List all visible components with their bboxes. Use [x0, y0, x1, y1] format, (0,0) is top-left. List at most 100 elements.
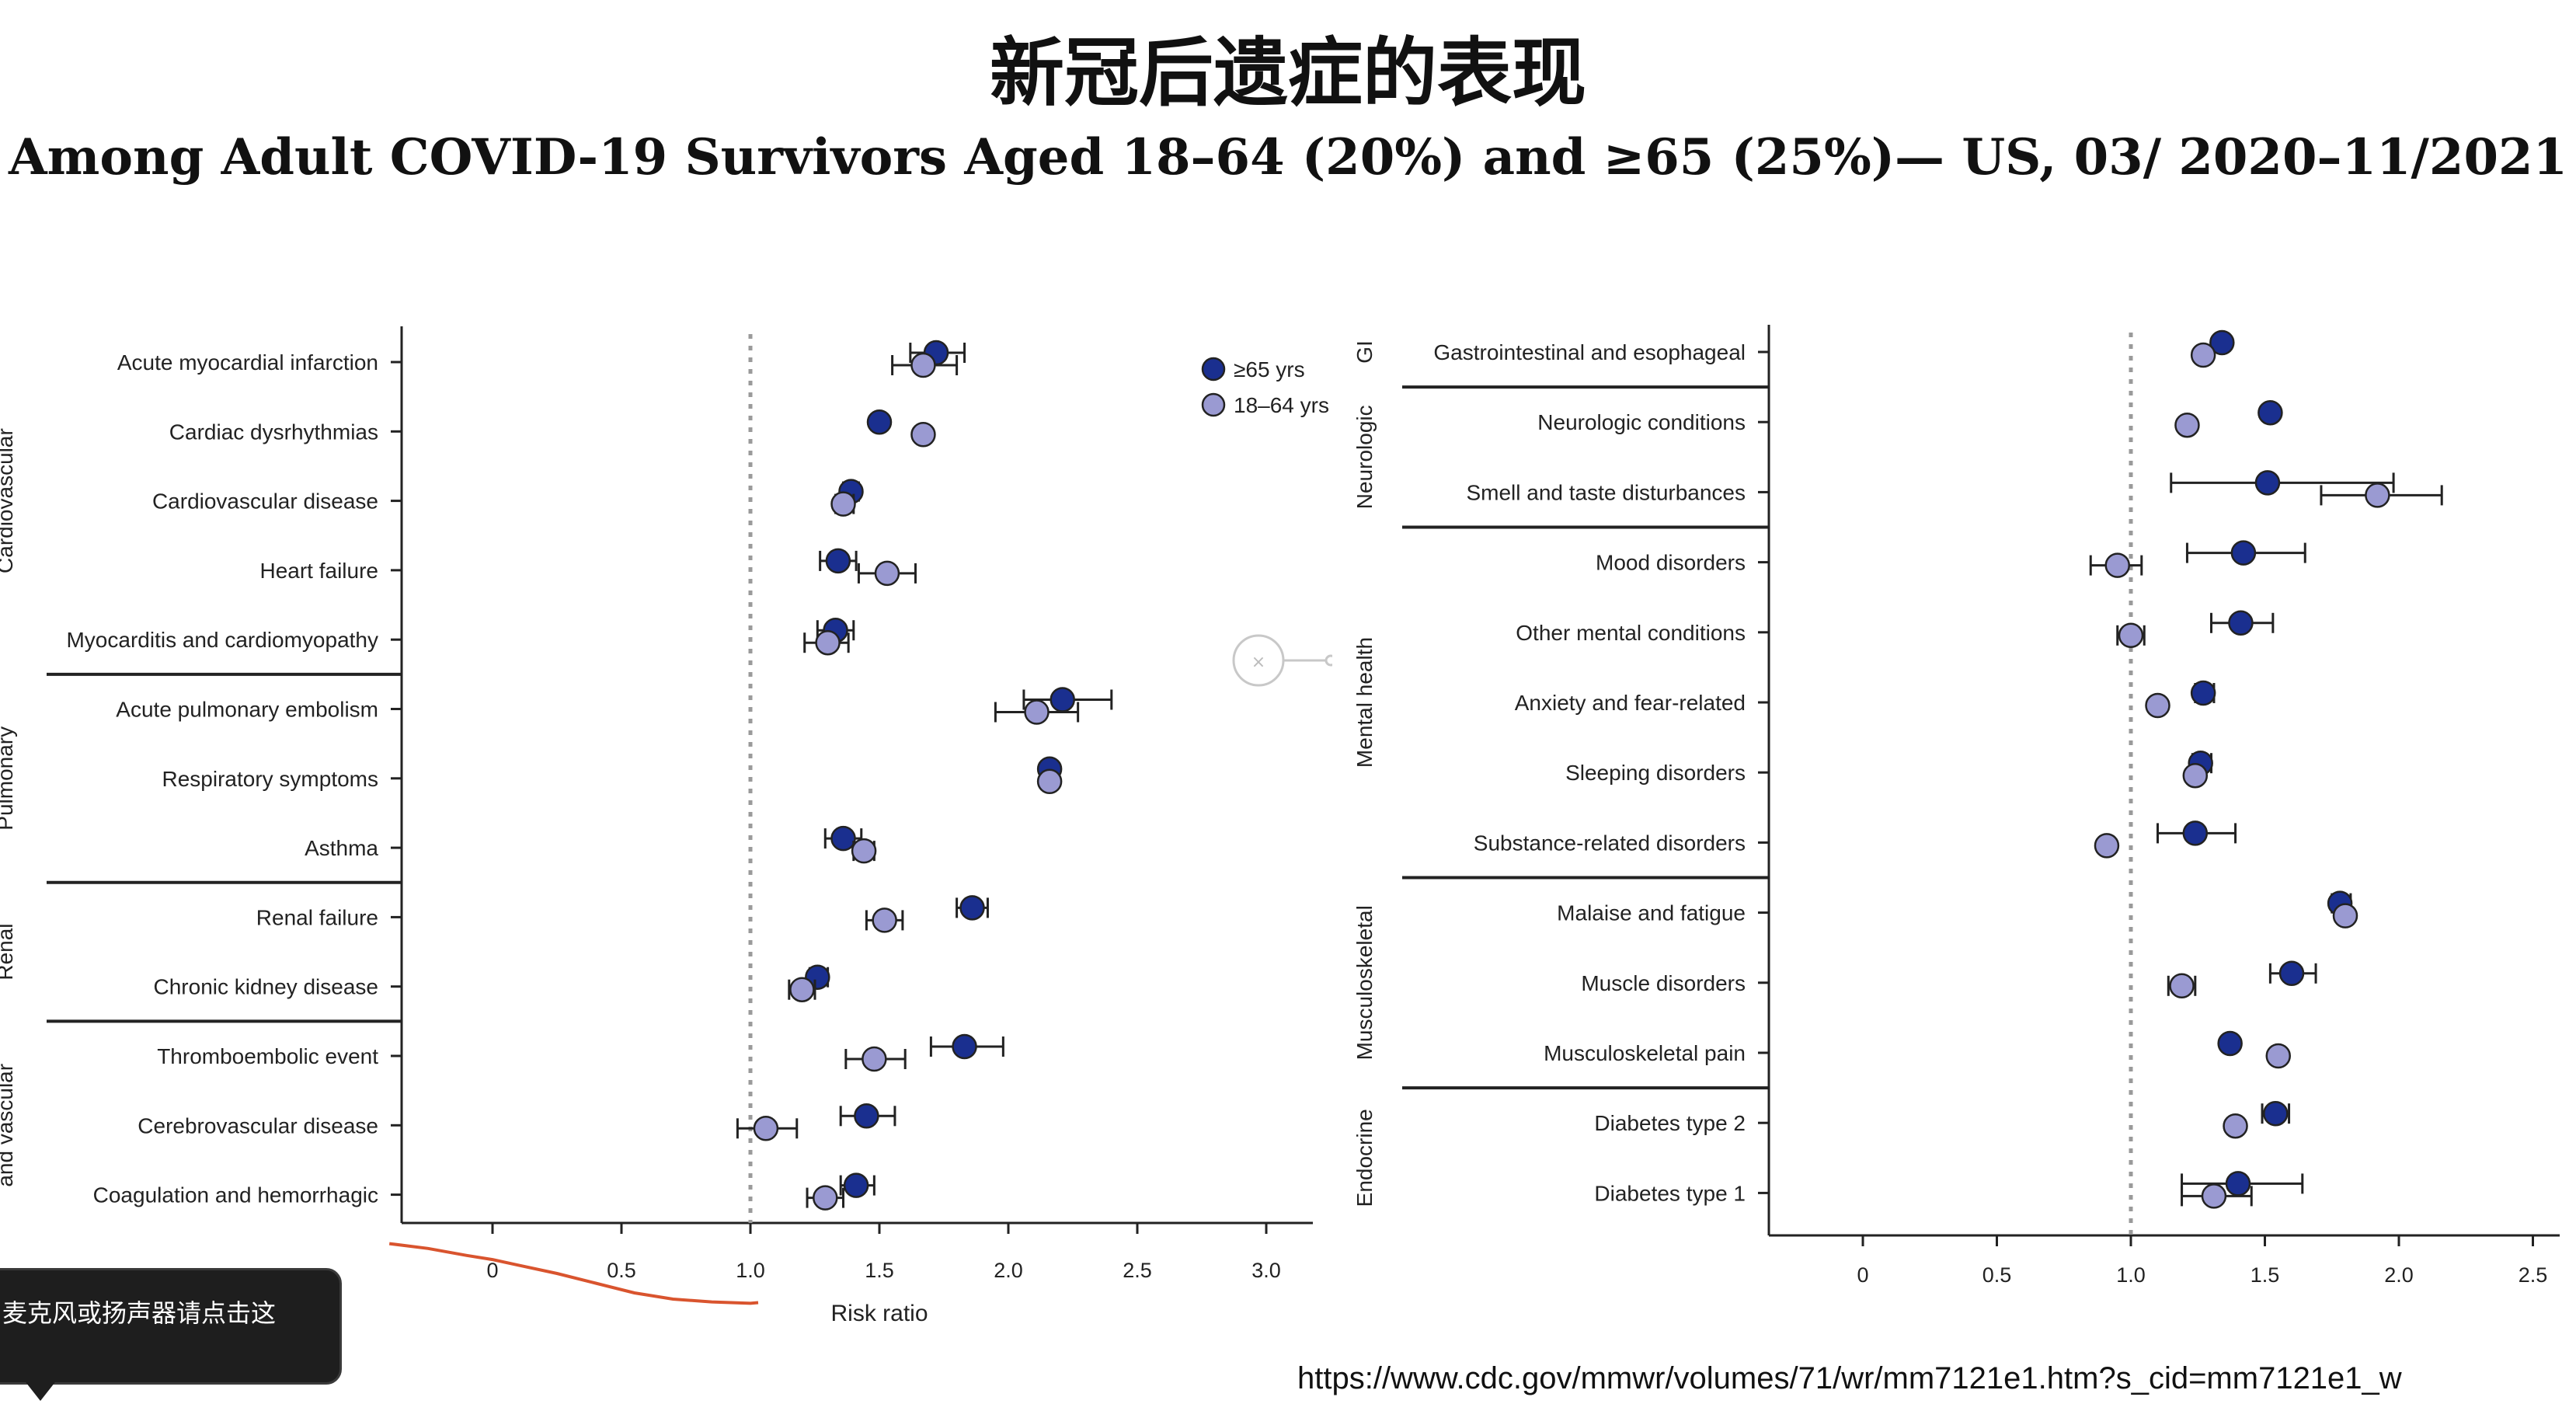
x-tick-label: 1.5	[2251, 1263, 2280, 1287]
point-65plus	[2230, 540, 2257, 566]
point-65plus	[2263, 1100, 2289, 1127]
point-65plus	[866, 409, 893, 435]
right-forest-plot: 0 0.5 1.0 1.5 2.0 2.5 Gastrointestinal and eso…	[1352, 325, 2560, 1287]
category-label: Diabetes type 2	[1594, 1111, 1746, 1135]
audio-help-toast[interactable]: 麦克风或扬声器请点击这	[0, 1268, 342, 1385]
point-65plus	[2209, 329, 2235, 356]
category-label: Respiratory symptoms	[162, 767, 378, 791]
x-tick-label: 2.5	[1123, 1259, 1152, 1282]
source-url[interactable]: https://www.cdc.gov/mmwr/volumes/71/wr/m…	[1297, 1361, 2402, 1395]
point-18-64	[872, 908, 897, 933]
legend-label: 18–64 yrs	[1234, 393, 1329, 417]
x-tick-label: 2.5	[2519, 1263, 2548, 1287]
group-label: Neurologic	[1352, 405, 1377, 509]
x-tick-label: 1.0	[2116, 1263, 2146, 1287]
group-label: GI	[1352, 340, 1377, 364]
point-18-64	[2174, 412, 2200, 438]
x-tick-label: 2.0	[994, 1259, 1023, 1282]
group-label: Endocrine	[1352, 1109, 1377, 1207]
point-18-64	[862, 1046, 887, 1072]
category-label: Gastrointestinal and esophageal	[1433, 340, 1746, 364]
legend-marker	[1201, 392, 1226, 417]
point-18-64	[874, 560, 900, 587]
x-tick-label: 0	[486, 1259, 498, 1282]
point-18-64	[2365, 483, 2390, 508]
category-label: Renal failure	[256, 905, 378, 929]
category-label: Neurologic conditions	[1537, 410, 1746, 434]
point-65plus	[854, 1103, 879, 1129]
point-65plus	[2217, 1030, 2243, 1057]
point-65plus	[2257, 399, 2283, 426]
point-18-64	[1036, 768, 1063, 795]
point-65plus	[1050, 687, 1075, 712]
point-18-64	[2332, 903, 2358, 928]
legend-label: ≥65 yrs	[1234, 357, 1305, 381]
point-18-64	[2145, 692, 2170, 719]
left-forest-plot: 0 0.5 1.0 1.5 2.0 2.5 3.0 Risk ratio Acute myoca…	[0, 326, 1329, 1326]
category-label: Diabetes type 1	[1594, 1181, 1746, 1205]
point-18-64	[2265, 1043, 2291, 1069]
point-65plus	[830, 825, 856, 852]
x-tick-label: 2.0	[2384, 1263, 2414, 1287]
trend-annotation-curve	[388, 1242, 759, 1305]
point-18-64	[753, 1116, 779, 1141]
category-label: Chronic kidney disease	[154, 975, 379, 999]
category-label: Malaise and fatigue	[1557, 901, 1746, 925]
x-axis-label: Risk ratio	[830, 1301, 928, 1326]
point-18-64	[2094, 833, 2120, 859]
category-label: Sleeping disorders	[1565, 761, 1746, 785]
point-18-64	[789, 977, 815, 1002]
x-tick-label: 0	[1857, 1263, 1868, 1287]
point-18-64	[2104, 552, 2130, 578]
point-65plus	[2182, 820, 2209, 846]
point-18-64	[2190, 342, 2216, 368]
zoom-slider-widget[interactable]: ×	[1231, 633, 1332, 688]
point-65plus	[2254, 470, 2281, 496]
category-label: Smell and taste disturbances	[1466, 480, 1746, 504]
point-18-64	[2169, 973, 2195, 999]
zoom-end-icon	[1325, 654, 1332, 667]
category-label: Coagulation and hemorrhagic	[93, 1183, 378, 1207]
point-18-64	[2223, 1113, 2248, 1139]
category-label: Mood disorders	[1596, 551, 1746, 575]
point-18-64	[2182, 762, 2209, 789]
group-label: and vascular	[0, 1064, 17, 1187]
legend-marker	[1201, 357, 1226, 381]
point-65plus	[2278, 960, 2305, 987]
x-tick-label: 3.0	[1251, 1259, 1281, 1282]
point-65plus	[952, 1033, 977, 1060]
point-65plus	[825, 548, 851, 574]
point-65plus	[2228, 610, 2254, 636]
category-label: Asthma	[305, 836, 378, 860]
point-65plus	[843, 1172, 869, 1198]
toast-text: 麦克风或扬声器请点击这	[2, 1298, 277, 1328]
point-18-64	[815, 629, 841, 656]
category-label: Substance-related disorders	[1474, 831, 1746, 855]
x-tick-label: 1.0	[736, 1259, 765, 1282]
category-label: Other mental conditions	[1516, 621, 1746, 645]
toast-pointer	[23, 1379, 57, 1401]
category-label: Cerebrovascular disease	[138, 1113, 378, 1138]
point-18-64	[910, 352, 936, 378]
point-18-64	[2118, 622, 2144, 649]
point-18-64	[2201, 1183, 2227, 1209]
x-tick-label: 1.5	[865, 1259, 894, 1282]
point-18-64	[851, 838, 877, 864]
slide-subtitle: Among Adult COVID-19 Survivors Aged 18–6…	[8, 128, 2568, 186]
point-18-64	[910, 422, 936, 448]
category-label: Anxiety and fear-related	[1515, 691, 1746, 715]
category-label: Musculoskeletal pain	[1544, 1041, 1746, 1065]
point-65plus	[2190, 680, 2216, 706]
point-18-64	[830, 491, 856, 517]
group-label: Cardiovascular	[0, 428, 17, 573]
category-label: Cardiac dysrhythmias	[169, 420, 378, 444]
group-label: Renal	[0, 923, 17, 980]
point-18-64	[813, 1185, 838, 1211]
category-label: Thromboembolic event	[157, 1044, 378, 1068]
group-label: Pulmonary	[0, 726, 17, 831]
point-18-64	[1024, 699, 1050, 725]
slide-title: 新冠后遗症的表现	[990, 30, 1586, 117]
point-65plus	[2225, 1171, 2251, 1197]
category-label: Heart failure	[259, 559, 378, 583]
